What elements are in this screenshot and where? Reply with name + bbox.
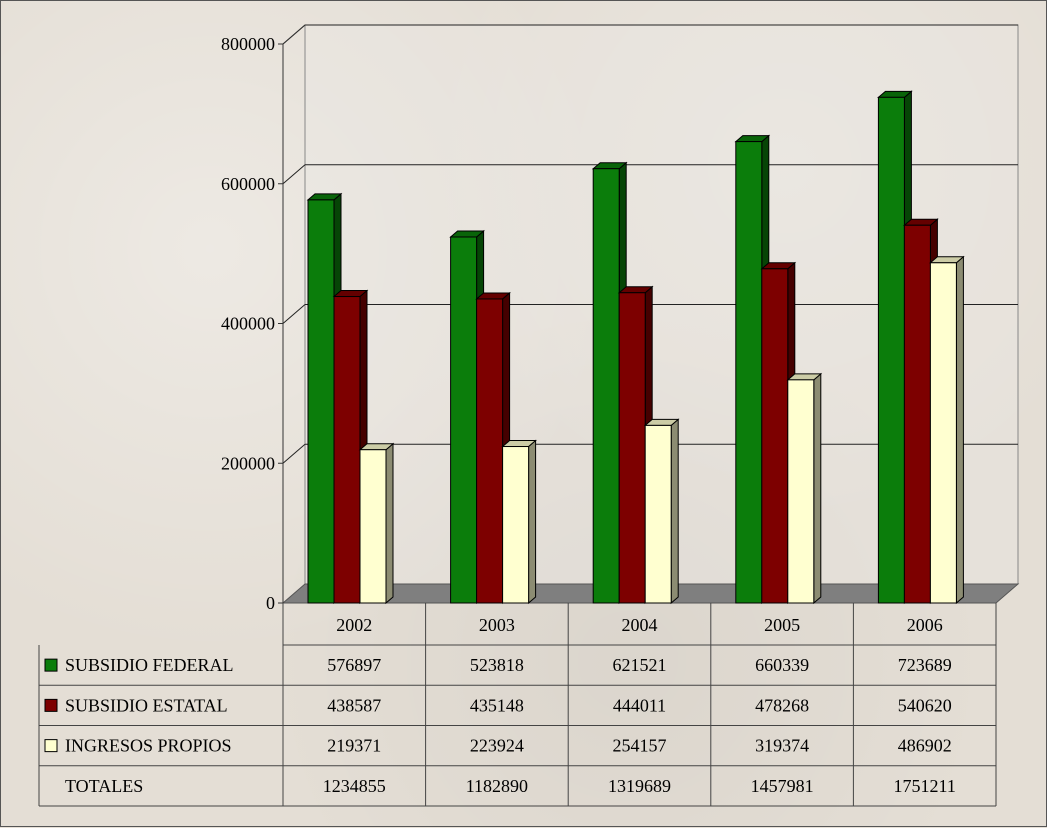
y-tick-label: 0 xyxy=(266,593,275,613)
data-cell: 1182890 xyxy=(466,776,528,796)
legend-swatch xyxy=(44,658,58,672)
bar xyxy=(307,199,335,604)
bar xyxy=(476,298,504,604)
bar xyxy=(592,168,620,604)
data-cell: 486902 xyxy=(898,736,952,756)
data-cell: 660339 xyxy=(755,655,809,675)
legend-swatch xyxy=(44,698,58,712)
bar-side xyxy=(813,372,822,605)
data-cell: 219371 xyxy=(327,736,381,756)
bar xyxy=(502,446,530,604)
bar xyxy=(877,96,905,604)
gridline-side xyxy=(282,443,306,464)
data-cell: 1234855 xyxy=(323,776,386,796)
legend-label: TOTALES xyxy=(65,776,143,796)
legend-label: SUBSIDIO FEDERAL xyxy=(65,655,234,675)
category-label: 2004 xyxy=(622,615,658,635)
legend-label: SUBSIDIO ESTATAL xyxy=(65,695,228,715)
gridline-side xyxy=(282,304,306,324)
data-cell: 438587 xyxy=(327,695,381,715)
data-cell: 523818 xyxy=(470,655,524,675)
category-label: 2003 xyxy=(479,615,515,635)
y-tick-label: 800000 xyxy=(221,34,275,54)
category-label: 2002 xyxy=(336,615,372,635)
data-cell: 319374 xyxy=(755,736,809,756)
bar-side xyxy=(385,442,394,605)
category-label: 2006 xyxy=(907,615,943,635)
gridline-side xyxy=(282,164,306,185)
legend-label: INGRESOS PROPIOS xyxy=(65,736,232,756)
data-cell: 576897 xyxy=(327,655,381,675)
data-cell: 478268 xyxy=(755,695,809,715)
data-cell: 723689 xyxy=(898,655,952,675)
bar xyxy=(903,224,931,604)
y-tick-label: 200000 xyxy=(221,453,275,473)
bar-side xyxy=(955,255,964,605)
bar-side xyxy=(670,418,679,605)
data-cell: 1751211 xyxy=(894,776,956,796)
bar xyxy=(618,292,646,604)
data-cell: 1319689 xyxy=(608,776,671,796)
bar-side xyxy=(528,439,537,605)
data-cell: 1457981 xyxy=(751,776,814,796)
y-tick-label: 400000 xyxy=(221,314,275,334)
data-cell: 621521 xyxy=(613,655,667,675)
data-cell: 223924 xyxy=(470,736,524,756)
legend-swatch xyxy=(44,739,58,753)
bar xyxy=(450,236,478,604)
data-cell: 435148 xyxy=(470,695,524,715)
y-tick-label: 600000 xyxy=(221,174,275,194)
bar xyxy=(761,268,789,604)
y-axis-top-edge xyxy=(282,24,306,45)
bar xyxy=(929,262,957,604)
bar xyxy=(644,424,672,604)
bar xyxy=(333,296,361,604)
bar xyxy=(787,379,815,604)
data-cell: 254157 xyxy=(613,736,667,756)
bar xyxy=(359,449,387,604)
category-label: 2005 xyxy=(764,615,800,635)
bar xyxy=(735,141,763,604)
data-cell: 540620 xyxy=(898,695,952,715)
data-cell: 444011 xyxy=(613,695,666,715)
